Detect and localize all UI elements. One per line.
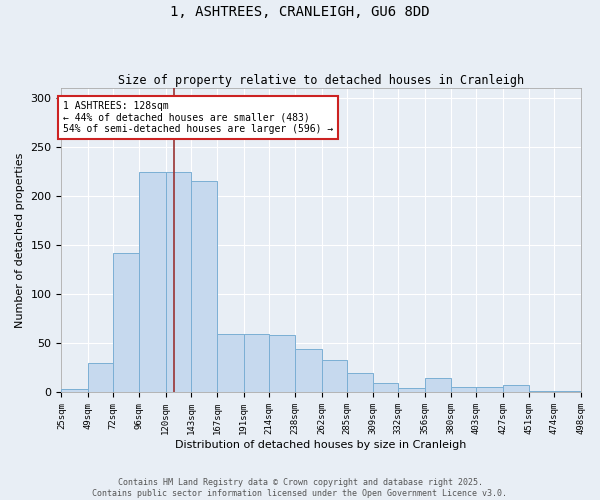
Bar xyxy=(295,350,322,393)
Bar xyxy=(191,182,217,392)
X-axis label: Distribution of detached houses by size in Cranleigh: Distribution of detached houses by size … xyxy=(175,440,467,450)
Bar xyxy=(476,386,503,392)
Title: Size of property relative to detached houses in Cranleigh: Size of property relative to detached ho… xyxy=(118,74,524,87)
Bar xyxy=(113,253,139,392)
Bar xyxy=(347,373,373,392)
Bar xyxy=(529,390,554,392)
Bar xyxy=(88,363,113,392)
Bar xyxy=(244,334,269,392)
Text: 1 ASHTREES: 128sqm
← 44% of detached houses are smaller (483)
54% of semi-detach: 1 ASHTREES: 128sqm ← 44% of detached hou… xyxy=(62,101,333,134)
Bar xyxy=(61,388,88,392)
Bar xyxy=(451,386,476,392)
Bar xyxy=(373,382,398,392)
Bar xyxy=(269,334,295,392)
Text: Contains HM Land Registry data © Crown copyright and database right 2025.
Contai: Contains HM Land Registry data © Crown c… xyxy=(92,478,508,498)
Bar xyxy=(166,172,191,392)
Bar xyxy=(139,172,166,392)
Bar xyxy=(425,378,451,392)
Bar xyxy=(503,384,529,392)
Y-axis label: Number of detached properties: Number of detached properties xyxy=(15,152,25,328)
Text: 1, ASHTREES, CRANLEIGH, GU6 8DD: 1, ASHTREES, CRANLEIGH, GU6 8DD xyxy=(170,5,430,19)
Bar xyxy=(398,388,425,392)
Bar xyxy=(217,334,244,392)
Bar xyxy=(322,360,347,392)
